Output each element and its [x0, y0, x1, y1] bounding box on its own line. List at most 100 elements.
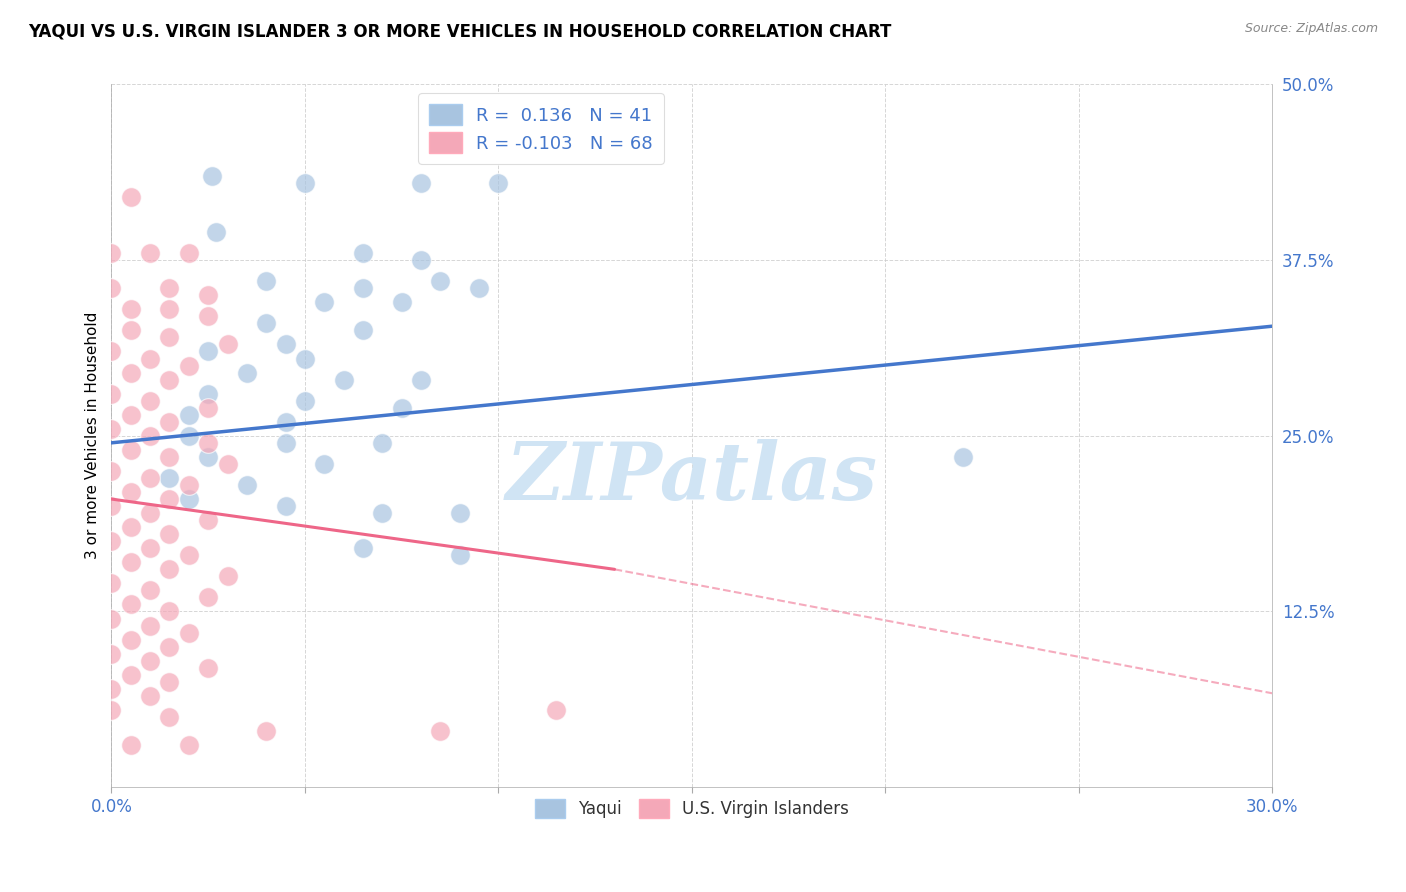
Point — [177, 738, 200, 752]
Point — [197, 401, 219, 415]
Point — [120, 667, 142, 681]
Point — [159, 527, 181, 541]
Point — [120, 366, 142, 380]
Point — [139, 583, 162, 598]
Point — [217, 337, 239, 351]
Point — [159, 415, 181, 429]
Point — [352, 281, 374, 295]
Point — [274, 337, 297, 351]
Point — [177, 478, 200, 492]
Point — [159, 491, 181, 506]
Point — [100, 611, 122, 625]
Point — [546, 703, 568, 717]
Point — [314, 457, 336, 471]
Point — [409, 176, 432, 190]
Point — [139, 618, 162, 632]
Point — [120, 302, 142, 317]
Point — [159, 640, 181, 654]
Point — [254, 317, 277, 331]
Point — [274, 435, 297, 450]
Point — [429, 274, 451, 288]
Point — [100, 281, 122, 295]
Point — [120, 485, 142, 500]
Point — [139, 246, 162, 260]
Point — [332, 373, 354, 387]
Point — [120, 442, 142, 457]
Point — [139, 429, 162, 443]
Point — [100, 464, 122, 478]
Point — [120, 738, 142, 752]
Point — [274, 415, 297, 429]
Text: Source: ZipAtlas.com: Source: ZipAtlas.com — [1244, 22, 1378, 36]
Point — [159, 471, 181, 485]
Point — [197, 591, 219, 605]
Point — [120, 190, 142, 204]
Point — [294, 176, 316, 190]
Point — [391, 401, 413, 415]
Point — [100, 344, 122, 359]
Point — [159, 450, 181, 464]
Point — [409, 253, 432, 268]
Point — [371, 435, 394, 450]
Point — [952, 450, 974, 464]
Point — [100, 386, 122, 401]
Point — [139, 351, 162, 366]
Point — [177, 548, 200, 562]
Point — [352, 541, 374, 556]
Point — [100, 246, 122, 260]
Point — [100, 647, 122, 661]
Point — [139, 541, 162, 556]
Point — [159, 674, 181, 689]
Point — [177, 491, 200, 506]
Point — [352, 323, 374, 337]
Y-axis label: 3 or more Vehicles in Household: 3 or more Vehicles in Household — [86, 312, 100, 559]
Point — [217, 569, 239, 583]
Point — [236, 366, 259, 380]
Point — [100, 499, 122, 513]
Point — [100, 422, 122, 436]
Text: ZIPatlas: ZIPatlas — [506, 439, 877, 516]
Point — [139, 506, 162, 520]
Point — [159, 562, 181, 576]
Point — [100, 703, 122, 717]
Point — [159, 373, 181, 387]
Point — [120, 520, 142, 534]
Point — [177, 359, 200, 373]
Point — [120, 323, 142, 337]
Point — [139, 393, 162, 408]
Point — [120, 408, 142, 422]
Point — [294, 351, 316, 366]
Point — [139, 654, 162, 668]
Point — [100, 681, 122, 696]
Point — [177, 625, 200, 640]
Point — [236, 478, 259, 492]
Point — [159, 302, 181, 317]
Point — [205, 225, 228, 239]
Point — [391, 295, 413, 310]
Point — [177, 246, 200, 260]
Point — [159, 710, 181, 724]
Point — [314, 295, 336, 310]
Point — [486, 176, 509, 190]
Point — [449, 548, 471, 562]
Point — [120, 555, 142, 569]
Point — [429, 723, 451, 738]
Point — [197, 386, 219, 401]
Point — [254, 723, 277, 738]
Point — [352, 246, 374, 260]
Point — [197, 661, 219, 675]
Point — [201, 169, 224, 183]
Legend: Yaqui, U.S. Virgin Islanders: Yaqui, U.S. Virgin Islanders — [529, 792, 855, 824]
Point — [254, 274, 277, 288]
Point — [409, 373, 432, 387]
Point — [468, 281, 491, 295]
Point — [139, 689, 162, 703]
Point — [120, 598, 142, 612]
Point — [177, 429, 200, 443]
Point — [159, 605, 181, 619]
Point — [197, 288, 219, 302]
Point — [159, 330, 181, 344]
Point — [197, 310, 219, 324]
Point — [120, 632, 142, 647]
Point — [177, 408, 200, 422]
